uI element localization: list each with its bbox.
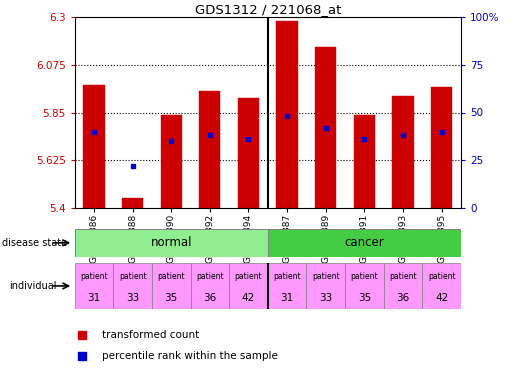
Text: 42: 42 <box>435 292 448 303</box>
Bar <box>122 198 143 208</box>
Bar <box>268 229 461 257</box>
Text: patient: patient <box>235 272 262 281</box>
Text: patient: patient <box>351 272 378 281</box>
Text: disease state: disease state <box>2 238 66 248</box>
Bar <box>392 96 414 208</box>
Text: 31: 31 <box>281 292 294 303</box>
Text: patient: patient <box>158 272 185 281</box>
Bar <box>75 262 113 309</box>
Bar <box>354 115 375 208</box>
Text: percentile rank within the sample: percentile rank within the sample <box>102 351 278 361</box>
Bar <box>277 21 298 208</box>
Bar <box>113 262 152 309</box>
Text: transformed count: transformed count <box>102 330 199 340</box>
Text: patient: patient <box>273 272 301 281</box>
Bar <box>83 85 105 208</box>
Bar <box>75 229 268 257</box>
Text: 35: 35 <box>358 292 371 303</box>
Text: 42: 42 <box>242 292 255 303</box>
Bar <box>431 87 452 208</box>
Text: normal: normal <box>150 236 192 249</box>
Text: 33: 33 <box>319 292 332 303</box>
Text: patient: patient <box>428 272 455 281</box>
Text: 31: 31 <box>88 292 100 303</box>
Bar <box>161 115 182 208</box>
Title: GDS1312 / 221068_at: GDS1312 / 221068_at <box>195 3 341 16</box>
Bar <box>384 262 422 309</box>
Text: individual: individual <box>9 281 57 291</box>
Text: 35: 35 <box>165 292 178 303</box>
Bar <box>306 262 345 309</box>
Bar <box>191 262 229 309</box>
Text: 33: 33 <box>126 292 139 303</box>
Bar <box>422 262 461 309</box>
Bar <box>268 262 306 309</box>
Text: 36: 36 <box>397 292 409 303</box>
Bar <box>315 46 336 208</box>
Text: patient: patient <box>312 272 339 281</box>
Bar <box>199 91 220 208</box>
Text: patient: patient <box>119 272 146 281</box>
Text: 36: 36 <box>203 292 216 303</box>
Bar <box>229 262 268 309</box>
Text: patient: patient <box>80 272 108 281</box>
Bar <box>238 98 259 208</box>
Bar <box>152 262 191 309</box>
Text: patient: patient <box>389 272 417 281</box>
Text: cancer: cancer <box>345 236 384 249</box>
Text: patient: patient <box>196 272 224 281</box>
Bar <box>345 262 384 309</box>
